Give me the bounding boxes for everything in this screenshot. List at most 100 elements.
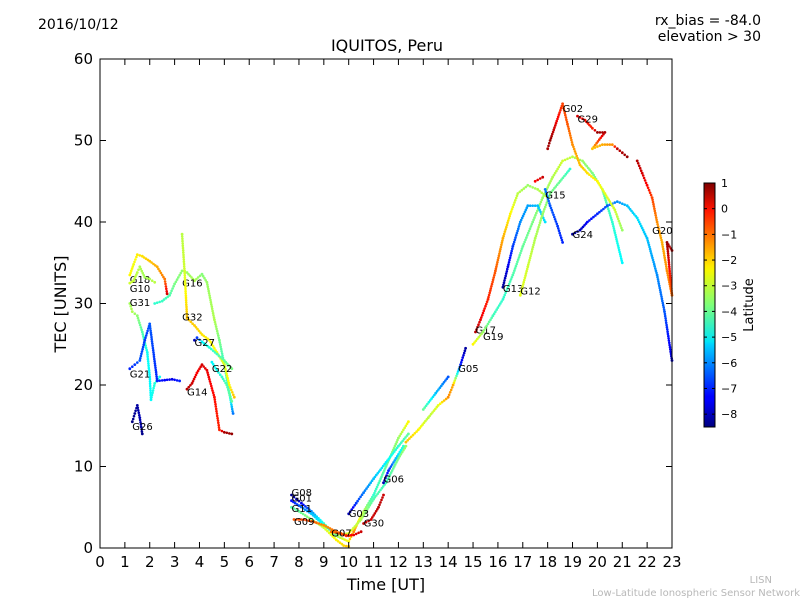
data-point (164, 285, 168, 288)
data-point (513, 269, 516, 272)
data-point (663, 256, 666, 260)
data-point (205, 368, 209, 372)
data-point (213, 395, 216, 399)
data-point (405, 422, 409, 426)
data-point (146, 353, 149, 356)
data-point (225, 374, 229, 378)
data-point (665, 325, 669, 329)
data-point (588, 168, 591, 171)
data-point (178, 379, 182, 383)
data-point (359, 495, 362, 499)
data-point (504, 291, 507, 295)
data-point (135, 404, 139, 407)
data-point (639, 224, 643, 228)
data-point (408, 437, 411, 440)
data-point (183, 267, 186, 270)
data-point (347, 534, 351, 537)
data-point (645, 183, 649, 187)
data-point (668, 274, 672, 277)
data-point (543, 188, 547, 191)
data-point (230, 399, 234, 403)
data-point (297, 509, 301, 513)
data-point (619, 254, 622, 258)
data-point (151, 348, 155, 352)
data-point (210, 347, 213, 351)
satellite-label: G18 (130, 275, 150, 286)
x-tick-label: 3 (170, 553, 180, 571)
data-point (213, 318, 216, 322)
data-point (212, 393, 216, 397)
data-point (141, 333, 145, 336)
data-point (558, 111, 561, 114)
data-point (513, 201, 516, 204)
data-point (204, 367, 207, 370)
data-point (668, 272, 672, 275)
data-point (590, 217, 593, 220)
data-point (437, 388, 440, 391)
data-point (343, 538, 346, 541)
data-point (401, 439, 405, 443)
data-point (387, 469, 390, 472)
data-point (290, 499, 293, 503)
data-point (559, 234, 562, 237)
data-point (303, 508, 307, 512)
data-point (520, 249, 523, 253)
data-point (142, 335, 145, 338)
data-point (228, 393, 231, 396)
data-point (666, 330, 669, 334)
data-point (557, 165, 561, 169)
data-point (612, 206, 615, 209)
data-point (600, 134, 604, 138)
data-point (507, 261, 511, 264)
data-point (158, 300, 161, 304)
data-point (216, 416, 219, 420)
data-point (444, 379, 447, 382)
data-point (215, 409, 218, 413)
data-point (599, 186, 603, 189)
data-point (347, 512, 351, 516)
data-point (192, 377, 196, 381)
data-point (485, 300, 489, 304)
data-point (502, 295, 506, 299)
data-point (659, 236, 663, 240)
data-point (362, 491, 365, 494)
data-point (139, 326, 143, 329)
series-g29: G29 (576, 115, 629, 159)
data-point (574, 152, 578, 155)
data-point (326, 529, 329, 533)
data-point (593, 143, 597, 147)
data-point (218, 373, 222, 377)
data-point (363, 508, 367, 511)
data-point (345, 539, 348, 542)
data-point (297, 518, 301, 521)
data-point (646, 186, 650, 190)
data-point (616, 242, 619, 245)
data-point (543, 208, 546, 211)
data-point (200, 272, 204, 276)
data-point (507, 263, 510, 266)
data-point (546, 147, 550, 151)
data-point (503, 276, 507, 280)
data-point (654, 211, 657, 215)
data-point (148, 259, 152, 263)
data-point (407, 420, 410, 424)
data-point (165, 290, 168, 293)
data-point (492, 312, 496, 316)
data-point (399, 432, 403, 436)
data-point (661, 303, 665, 307)
data-point (518, 253, 521, 257)
data-point (522, 187, 526, 190)
data-point (231, 412, 235, 415)
data-point (548, 192, 552, 195)
data-point (305, 518, 308, 522)
data-point (364, 506, 368, 509)
data-point (217, 426, 221, 429)
data-point (538, 177, 542, 180)
data-point (554, 185, 558, 188)
data-point (441, 382, 444, 386)
satellite-label: G20 (652, 226, 672, 237)
data-point (292, 518, 296, 521)
data-point (217, 423, 220, 427)
data-point (357, 497, 361, 501)
